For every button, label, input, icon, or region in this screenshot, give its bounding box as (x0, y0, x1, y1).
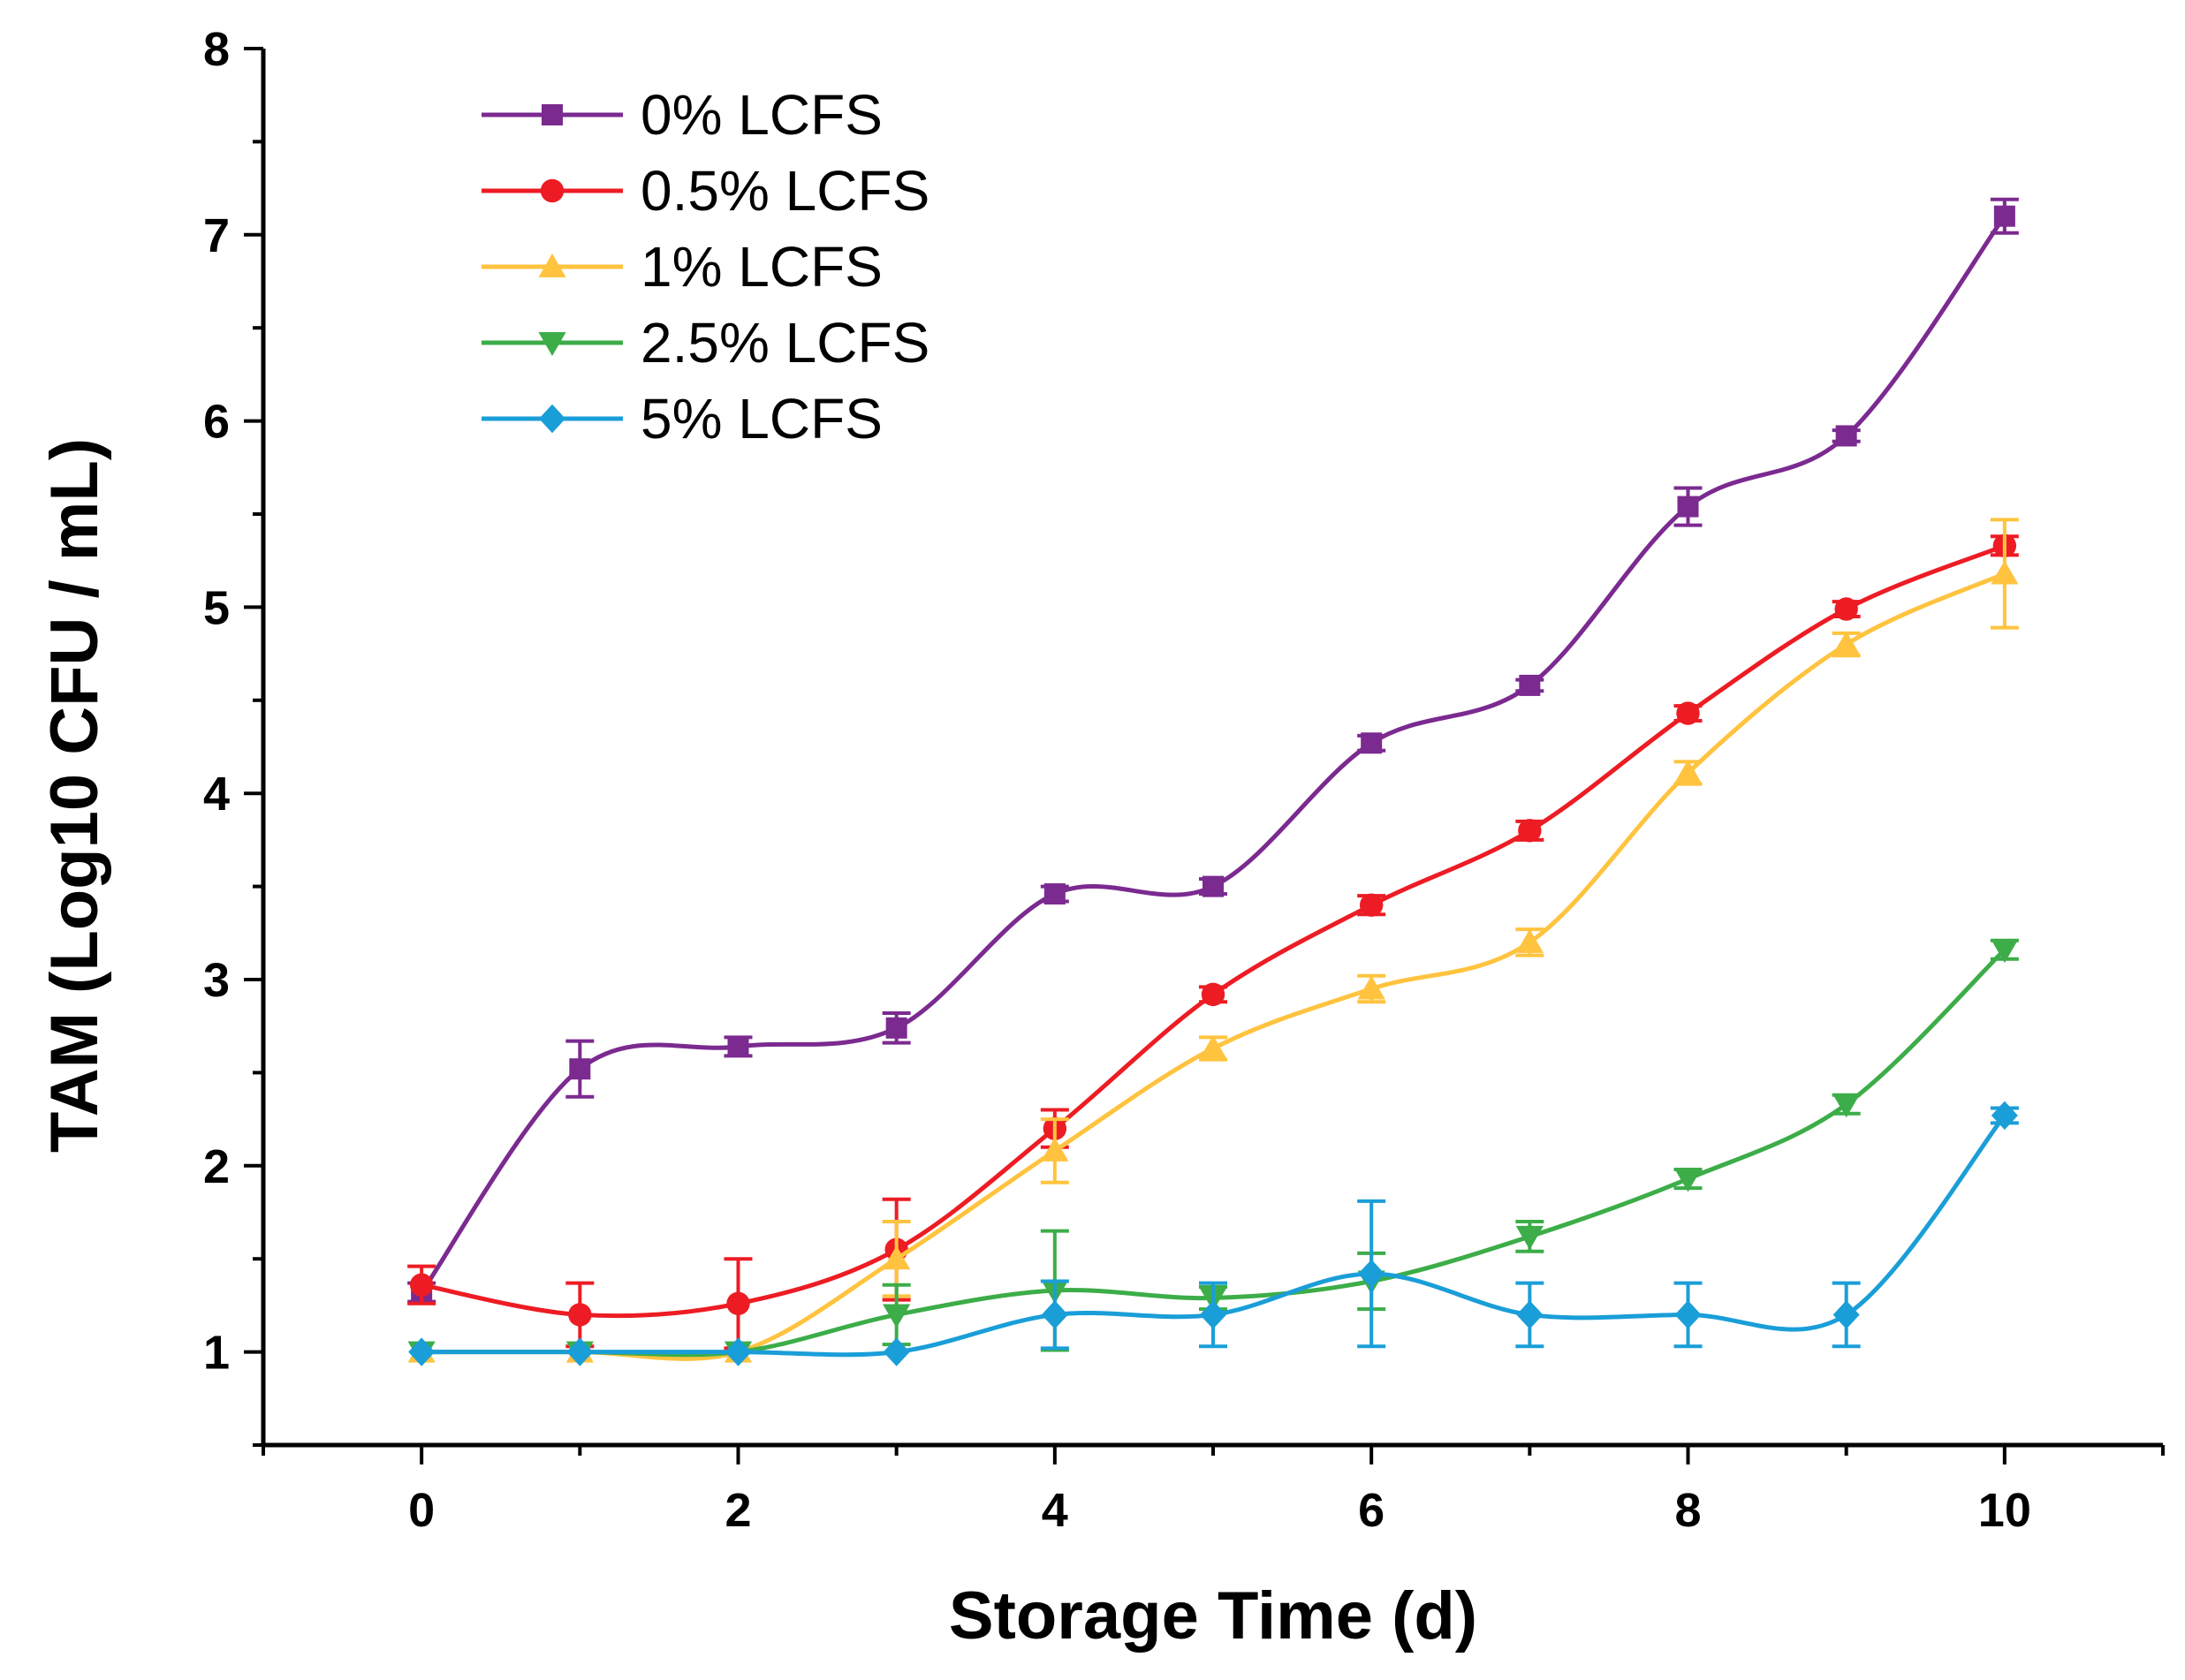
data-point (1200, 1300, 1226, 1329)
legend-marker (542, 104, 563, 125)
x-tick-label: 0 (408, 1484, 435, 1537)
series-0-5-lcfs (407, 534, 2019, 1351)
series-line (421, 571, 2006, 1361)
y-axis-ticks: 1 2 3 4 5 6 7 8 (203, 23, 263, 1447)
y-tick-label: 6 (203, 396, 230, 449)
x-tick-label: 6 (1358, 1484, 1385, 1537)
data-point (1677, 496, 1699, 518)
data-point (1832, 1300, 1860, 1329)
legend-label: 1% LCFS (641, 235, 883, 299)
data-point (566, 1337, 594, 1366)
data-point (727, 1035, 749, 1057)
data-point (1673, 760, 1703, 784)
data-point (1515, 1225, 1544, 1250)
data-point (1834, 597, 1858, 621)
data-point (1041, 1300, 1068, 1329)
data-point (408, 1337, 436, 1366)
data-point (1361, 732, 1383, 754)
legend-marker (538, 332, 566, 356)
legend-item: 0% LCFS (482, 83, 883, 147)
data-point (1674, 1300, 1702, 1329)
legend-item: 2.5% LCFS (482, 311, 929, 375)
data-point (1991, 1101, 2018, 1131)
legend-label: 5% LCFS (641, 387, 883, 450)
data-point (1515, 928, 1544, 953)
data-point (1991, 939, 2019, 964)
series-1-lcfs (407, 518, 2019, 1363)
series-line (421, 543, 2006, 1319)
plot-frame (261, 49, 2163, 1448)
series-5-lcfs (408, 1101, 2019, 1366)
data-point (725, 1337, 752, 1366)
series-layer (407, 197, 2019, 1366)
series-0-lcfs (407, 197, 2019, 1304)
data-point (409, 1273, 434, 1297)
series-line (420, 215, 2007, 1294)
legend-item: 1% LCFS (482, 235, 883, 299)
data-point (1358, 1259, 1385, 1289)
data-point (1991, 560, 2019, 585)
y-tick-label: 2 (203, 1140, 230, 1193)
data-point (1359, 893, 1384, 917)
data-point (1993, 205, 2015, 227)
legend-label: 0% LCFS (641, 83, 883, 147)
legend-marker (539, 404, 565, 434)
data-point (885, 1017, 907, 1039)
data-point (569, 1058, 591, 1080)
x-tick-label: 10 (1978, 1484, 2031, 1537)
data-point (1835, 425, 1857, 447)
y-tick-label: 4 (203, 768, 230, 821)
data-point (1673, 1168, 1703, 1192)
y-tick-label: 8 (203, 23, 230, 76)
data-point (1043, 883, 1066, 905)
data-point (883, 1245, 911, 1270)
x-axis-title: Storage Time (d) (949, 1578, 1477, 1654)
legend-marker (538, 254, 566, 277)
x-tick-label: 4 (1042, 1484, 1068, 1537)
legend-item: 5% LCFS (482, 387, 883, 450)
legend-marker (540, 178, 565, 203)
data-point (883, 1337, 910, 1366)
y-tick-label: 7 (203, 209, 230, 262)
legend-item: 0.5% LCFS (482, 159, 929, 223)
data-point (1832, 631, 1861, 655)
data-point (883, 1304, 911, 1328)
y-tick-label: 5 (203, 581, 230, 634)
data-point (568, 1303, 592, 1327)
x-axis-ticks: 0 2 4 6 8 10 (262, 1445, 2165, 1537)
data-point (726, 1291, 750, 1315)
data-point (1676, 701, 1700, 725)
x-tick-label: 8 (1674, 1484, 1701, 1537)
data-point (1357, 975, 1385, 1000)
data-point (1041, 1137, 1069, 1162)
data-point (1201, 982, 1225, 1007)
data-point (1832, 1094, 1861, 1118)
series-line (421, 1114, 2007, 1358)
legend-label: 0.5% LCFS (641, 159, 929, 223)
legend-label: 2.5% LCFS (641, 311, 929, 375)
x-tick-label: 2 (725, 1484, 751, 1537)
y-tick-label: 3 (203, 954, 230, 1007)
legend: 0% LCFS 0.5% LCFS 1% LCFS 2.5% LCFS 5% LCFS (482, 83, 929, 450)
y-tick-label: 1 (203, 1327, 230, 1380)
data-point (1518, 819, 1542, 843)
data-point (1519, 674, 1541, 696)
y-axis-title: TAM (Log10 CFU / mL) (37, 438, 112, 1153)
data-point (1516, 1300, 1544, 1329)
data-point (1199, 1034, 1227, 1059)
data-point (1203, 875, 1224, 897)
